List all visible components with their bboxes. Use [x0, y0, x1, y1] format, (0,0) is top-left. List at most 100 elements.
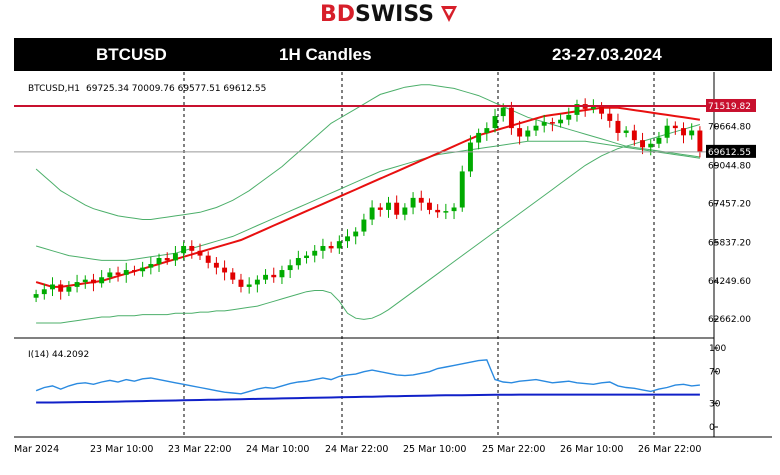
candle [50, 277, 55, 297]
candle-body [467, 142, 473, 172]
candle [508, 101, 514, 135]
candle-body [74, 282, 80, 287]
candle [672, 121, 678, 135]
resistance-label: 71519.82 [708, 102, 751, 112]
candle-body [336, 241, 342, 249]
candle [222, 260, 228, 281]
price-tick-label: 64249.60 [708, 277, 751, 287]
rsi-tick-label: 70 [709, 368, 721, 378]
candle [484, 122, 490, 141]
bollinger-lower [36, 124, 701, 324]
brand-mark-icon [441, 6, 457, 22]
candle-body [566, 114, 572, 120]
candle-body [640, 140, 645, 148]
brand-logo: BDSWISS [0, 0, 780, 34]
rsi-line [35, 359, 700, 395]
candle-body [99, 277, 105, 284]
candle-body [189, 245, 195, 251]
candle [74, 274, 80, 293]
candle [230, 268, 236, 284]
rsi-label: I(14) 44.2092 [28, 350, 89, 360]
candle-body [41, 289, 47, 295]
candle-body [181, 245, 187, 254]
candle [533, 119, 539, 137]
candle-body [353, 231, 359, 237]
time-tick-label: 23 Mar 22:00 [168, 444, 231, 455]
candle [336, 235, 342, 254]
candle [197, 243, 203, 260]
resistance-tag [706, 98, 756, 112]
candle-body [459, 171, 465, 208]
candle-body [213, 262, 219, 268]
candle [205, 251, 211, 269]
candle [517, 120, 523, 145]
candle-body [287, 265, 293, 271]
candle [525, 126, 531, 141]
candle [541, 114, 547, 133]
candle [156, 253, 162, 272]
candle-body [123, 270, 129, 275]
candle-body [148, 264, 154, 268]
candle-body [164, 258, 170, 261]
price-axis: 70664.80 69044.80 67457.20 65837.20 64249.60… [708, 123, 751, 326]
candle [33, 289, 39, 303]
chart-area: 71519.82 69612.55 70664.80 69044.80 67457.2… [14, 72, 772, 470]
candle-body [500, 107, 506, 117]
candle-body [427, 202, 432, 210]
candle-body [689, 130, 695, 136]
time-tick-label: 25 Mar 22:00 [482, 444, 545, 455]
candle [172, 245, 178, 266]
price-tick-label: 62662.00 [708, 315, 751, 325]
header-symbol: BTCUSD [96, 45, 167, 64]
candle-body [58, 284, 64, 292]
candle-body [517, 128, 523, 137]
moving-average-line [35, 106, 701, 288]
candle [443, 203, 449, 220]
candle [82, 275, 88, 289]
candle-body [197, 250, 203, 256]
candle-body [230, 272, 236, 280]
candle-body [549, 122, 555, 124]
time-tick-label: 25 Mar 10:00 [403, 444, 466, 455]
candle [123, 262, 129, 283]
time-tick-label: Mar 2024 [14, 444, 59, 455]
candle-body [263, 274, 269, 280]
candle [328, 241, 334, 253]
candle [41, 283, 47, 300]
candle [279, 265, 285, 284]
candle-body [107, 272, 113, 278]
candle [418, 190, 424, 211]
moving-average [35, 106, 701, 288]
bollinger-bands [35, 84, 701, 324]
candle [361, 213, 367, 236]
candle-body [271, 274, 277, 278]
candle [107, 268, 113, 283]
candle [558, 113, 564, 128]
candle-body [664, 125, 670, 138]
candle [549, 117, 555, 132]
candle [427, 198, 432, 215]
candle-body [410, 197, 416, 208]
candle-body [533, 125, 539, 131]
candle-body [648, 143, 654, 148]
time-axis: Mar 2024 23 Mar 10:00 23 Mar 22:00 24 Mar 1… [14, 444, 701, 455]
candle [345, 229, 350, 248]
candle-body [697, 130, 703, 152]
candle [312, 245, 318, 263]
candle [304, 251, 309, 264]
candle-body [623, 130, 629, 133]
candle-body [558, 119, 564, 124]
ohlc-label: 69725.34 70009.76 69577.51 69612.55 [86, 84, 266, 94]
candle [574, 99, 580, 122]
candle-body [131, 270, 137, 272]
candle-body [681, 128, 686, 136]
candle [689, 123, 695, 140]
candle-body [443, 211, 449, 213]
candle-body [304, 255, 309, 259]
candle-body [238, 279, 244, 287]
candle-body [312, 250, 318, 256]
candle [99, 270, 105, 288]
candle-body [402, 207, 408, 215]
candle-body [492, 116, 498, 129]
candle [164, 252, 170, 265]
